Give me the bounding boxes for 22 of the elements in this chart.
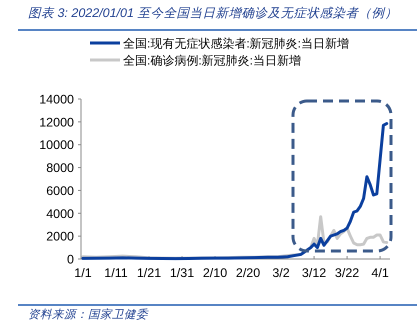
x-tick-label: 3/2 — [272, 266, 290, 280]
y-tick-label: 6000 — [46, 184, 74, 198]
y-tick-label: 14000 — [39, 92, 74, 106]
x-tick-label: 2/20 — [236, 266, 260, 280]
y-tick-label: 4000 — [46, 206, 74, 221]
x-tick-label: 2/10 — [202, 266, 228, 280]
legend-label: 全国:现有无症状感染者:新冠肺炎:当日新增 — [123, 36, 350, 50]
x-tick-label: 1/11 — [104, 266, 128, 280]
y-tick-label: 12000 — [39, 115, 74, 130]
x-tick-label: 1/1 — [74, 266, 92, 280]
chart-title: 图表 3: 2022/01/01 至今全国当日新增确诊及无症状感染者（例） — [28, 6, 398, 20]
y-tick-label: 8000 — [46, 161, 74, 176]
x-tick-label: 3/12 — [302, 266, 326, 280]
y-tick-label: 2000 — [46, 230, 74, 244]
x-tick-label: 4/1 — [371, 266, 389, 280]
text: 资料来源：国家卫健委 — [28, 308, 149, 321]
y-tick-label: 10000 — [39, 138, 74, 152]
y-tick-label: 0 — [67, 252, 74, 266]
x-tick-label: 1/31 — [170, 266, 194, 280]
legend-label: 全国:确诊病例:新冠肺炎:当日新增 — [123, 54, 302, 68]
x-tick-label: 1/21 — [136, 266, 162, 280]
x-tick-label: 3/22 — [334, 266, 360, 280]
